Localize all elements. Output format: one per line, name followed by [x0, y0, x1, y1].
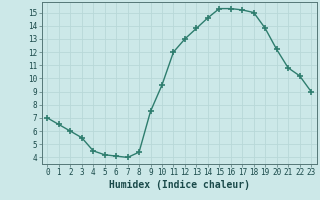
X-axis label: Humidex (Indice chaleur): Humidex (Indice chaleur): [109, 180, 250, 190]
